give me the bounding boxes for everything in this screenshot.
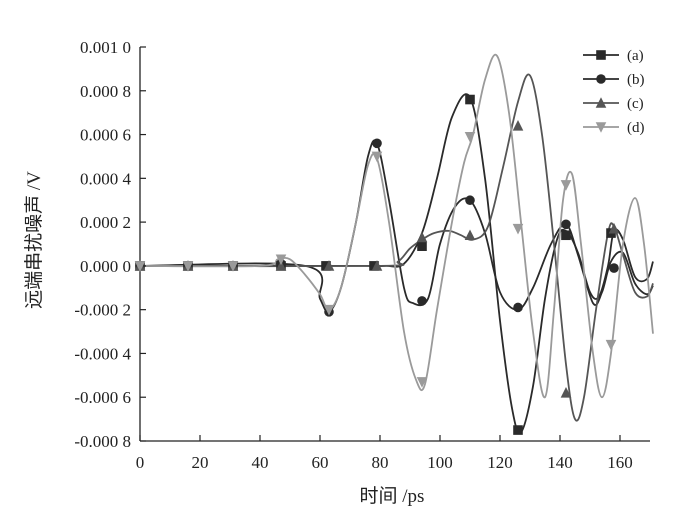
series-a-point xyxy=(561,230,571,241)
series-d-point xyxy=(134,261,146,272)
series-b-point xyxy=(561,219,571,230)
y-tick-label: 0.000 0 xyxy=(80,257,131,276)
x-tick-label: 20 xyxy=(192,453,209,472)
series-d-point xyxy=(464,131,476,143)
series-c-point xyxy=(560,387,572,398)
series-b-point xyxy=(417,296,427,306)
axes-layer xyxy=(139,46,650,442)
series-d-point xyxy=(560,180,572,191)
series-c-point xyxy=(275,260,287,271)
series-b-line xyxy=(139,139,654,314)
y-tick-label: 0.000 2 xyxy=(80,213,131,232)
legend-c-marker xyxy=(595,97,607,108)
legend-c-label: (c) xyxy=(627,96,644,112)
series-d-point xyxy=(605,339,617,351)
series-d-point xyxy=(275,254,287,266)
x-tick-label: 40 xyxy=(252,453,269,472)
series-a-point xyxy=(369,261,379,271)
y-tick-label: -0.000 8 xyxy=(74,432,131,451)
series-d-point xyxy=(371,151,383,163)
legend-d-label: (d) xyxy=(627,120,645,136)
series-a-point xyxy=(513,425,523,435)
legend: (a) (b) (c) (d) xyxy=(583,48,645,136)
series-c-line xyxy=(139,73,654,422)
y-tick-label: -0.000 2 xyxy=(74,301,131,320)
legend-a-marker xyxy=(596,50,606,60)
x-tick-label: 100 xyxy=(427,453,453,472)
x-tick-label: 0 xyxy=(136,453,145,472)
series-c-point xyxy=(371,260,383,271)
series-c-point xyxy=(608,222,620,234)
series-d-point xyxy=(512,223,524,235)
series-d-point xyxy=(182,261,194,272)
series-c-point xyxy=(464,229,476,241)
series-b-point xyxy=(513,302,523,313)
series-a-point xyxy=(321,261,331,271)
series-c-point xyxy=(323,260,335,271)
legend-d-marker xyxy=(595,122,607,133)
curves-layer xyxy=(139,53,654,434)
x-tick-label: 160 xyxy=(607,453,633,472)
series-b-point xyxy=(372,138,382,149)
series-a-point xyxy=(465,94,475,105)
legend-b-marker xyxy=(596,74,606,84)
series-c-point xyxy=(416,231,428,243)
series-d-point xyxy=(227,261,239,272)
y-tick-label: -0.000 6 xyxy=(74,388,131,407)
series-b-point xyxy=(609,263,619,273)
x-tick-label: 140 xyxy=(547,453,573,472)
series-d-line xyxy=(139,53,654,399)
y-tick-label: 0.000 4 xyxy=(80,169,132,188)
y-axis-title: 远端串扰噪声 /V xyxy=(23,171,45,309)
y-tick-label: 0.001 0 xyxy=(80,38,131,57)
markers-layer xyxy=(134,94,620,435)
labels-layer: 0.001 0 0.000 8 0.000 6 0.000 4 0.000 2 0.000… xyxy=(23,38,633,507)
series-d-point xyxy=(416,377,428,388)
legend-b-label: (b) xyxy=(627,72,645,88)
series-b-point xyxy=(465,195,475,206)
x-tick-label: 60 xyxy=(312,453,329,472)
x-tick-label: 80 xyxy=(372,453,389,472)
y-tick-label: 0.000 8 xyxy=(80,82,131,101)
legend-a-label: (a) xyxy=(627,48,644,64)
y-tick-label: 0.000 6 xyxy=(80,126,131,145)
series-a-point xyxy=(417,241,427,251)
series-d-point xyxy=(323,304,335,316)
x-axis-title: 时间 /ps xyxy=(360,485,425,507)
x-tick-label: 120 xyxy=(487,453,513,472)
series-c-point xyxy=(512,120,524,131)
y-tick-label: -0.000 4 xyxy=(74,344,131,363)
